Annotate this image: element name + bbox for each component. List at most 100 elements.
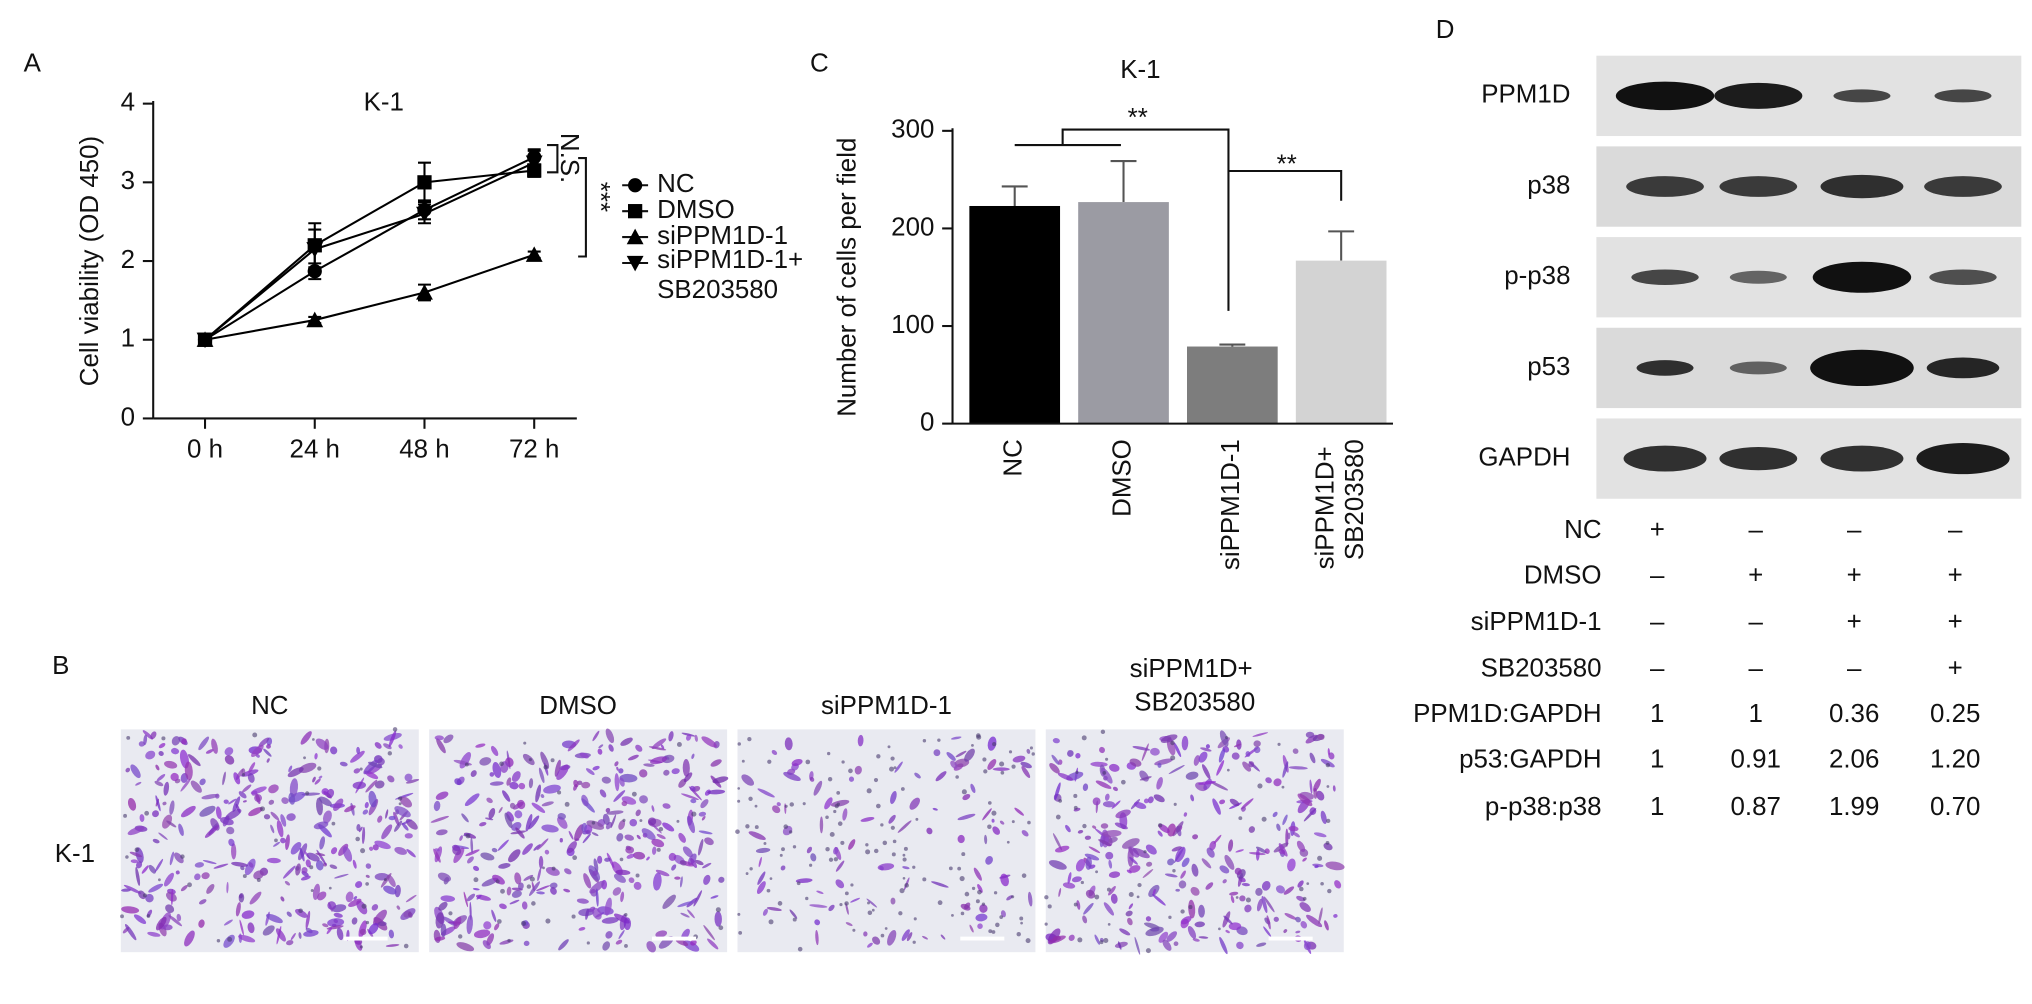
cell bbox=[602, 813, 610, 826]
cell bbox=[1180, 870, 1186, 879]
blot-label: p-p38 bbox=[1504, 262, 1570, 290]
cell bbox=[537, 867, 542, 882]
cell bbox=[223, 919, 233, 926]
y-tick-label: 0 bbox=[920, 408, 934, 436]
cell bbox=[985, 855, 993, 865]
cell bbox=[1273, 778, 1282, 787]
cell bbox=[992, 767, 1010, 771]
cell bbox=[700, 799, 709, 809]
pore bbox=[1031, 752, 1035, 756]
cell bbox=[511, 822, 522, 831]
scale-bar bbox=[343, 936, 388, 941]
cell bbox=[394, 846, 407, 855]
cell bbox=[652, 846, 657, 855]
cell bbox=[498, 806, 503, 814]
cell bbox=[564, 868, 572, 875]
cell bbox=[472, 888, 480, 891]
chart-title: K-1 bbox=[364, 88, 404, 116]
cell bbox=[404, 773, 413, 782]
cell bbox=[872, 936, 881, 945]
cell bbox=[1324, 920, 1329, 931]
cell bbox=[155, 795, 161, 812]
cell bbox=[371, 904, 379, 911]
cell bbox=[286, 940, 294, 946]
cell bbox=[585, 829, 591, 835]
cell bbox=[897, 820, 912, 833]
cell bbox=[1100, 823, 1109, 829]
annotation: ** bbox=[1277, 151, 1297, 179]
treatment-mark: – bbox=[1749, 608, 1764, 636]
cell bbox=[514, 810, 523, 819]
cell bbox=[991, 818, 995, 823]
error-bar bbox=[1219, 343, 1246, 347]
blot-band bbox=[1810, 349, 1914, 387]
cell bbox=[327, 901, 337, 910]
blot-band bbox=[1714, 82, 1803, 109]
x-tick-label: 48 h bbox=[399, 436, 449, 464]
cell bbox=[482, 940, 491, 950]
cell bbox=[362, 809, 369, 815]
cell bbox=[1287, 858, 1296, 872]
series-line bbox=[204, 253, 535, 341]
marker bbox=[417, 175, 432, 190]
cell bbox=[407, 911, 413, 918]
pore bbox=[718, 925, 724, 931]
cell bbox=[1222, 879, 1227, 884]
cell bbox=[537, 838, 549, 851]
pore bbox=[360, 848, 366, 854]
ratio-value: 0.91 bbox=[1731, 745, 1781, 773]
cell bbox=[1317, 733, 1325, 741]
cell bbox=[828, 904, 835, 912]
cell bbox=[330, 847, 338, 855]
cell bbox=[394, 806, 411, 818]
cell bbox=[295, 909, 308, 918]
cell bbox=[170, 772, 179, 782]
cell bbox=[581, 781, 591, 789]
pore bbox=[259, 806, 265, 812]
cell bbox=[604, 857, 611, 862]
pore bbox=[1325, 840, 1330, 845]
chart-title: K-1 bbox=[1120, 56, 1160, 84]
pore bbox=[387, 751, 393, 756]
cell bbox=[1239, 895, 1246, 902]
cell bbox=[1228, 922, 1242, 931]
cell bbox=[486, 797, 493, 804]
cell bbox=[969, 924, 974, 933]
cell bbox=[470, 837, 474, 854]
y-tick-label: 1 bbox=[121, 325, 135, 353]
blot-band bbox=[1631, 269, 1699, 286]
micrograph bbox=[120, 727, 420, 953]
micrograph-background bbox=[429, 729, 728, 953]
pore bbox=[1073, 805, 1078, 810]
cell bbox=[318, 775, 323, 779]
cell bbox=[270, 811, 280, 821]
cell bbox=[206, 883, 215, 894]
cell bbox=[1333, 914, 1338, 918]
cell bbox=[1098, 839, 1112, 846]
blot-label: p38 bbox=[1527, 171, 1570, 199]
cell bbox=[313, 821, 329, 830]
cell bbox=[1205, 882, 1214, 890]
cell bbox=[155, 764, 160, 771]
cell bbox=[1092, 797, 1101, 806]
cell bbox=[1253, 740, 1261, 747]
pore bbox=[1027, 820, 1031, 825]
cell bbox=[163, 872, 174, 887]
blot-label: PPM1D bbox=[1481, 81, 1570, 109]
cell bbox=[703, 925, 715, 941]
cell bbox=[795, 878, 813, 883]
pore bbox=[1170, 755, 1176, 761]
cell bbox=[1295, 930, 1301, 934]
row-label: K-1 bbox=[55, 840, 95, 868]
pore bbox=[676, 742, 682, 747]
cell bbox=[1051, 754, 1060, 765]
pore bbox=[781, 847, 785, 852]
cell bbox=[314, 752, 318, 760]
cell bbox=[289, 778, 299, 798]
cell bbox=[573, 779, 579, 788]
pore bbox=[833, 857, 838, 862]
pore bbox=[1077, 937, 1083, 943]
cell bbox=[127, 826, 145, 836]
cell bbox=[957, 813, 976, 821]
cell bbox=[388, 929, 395, 939]
